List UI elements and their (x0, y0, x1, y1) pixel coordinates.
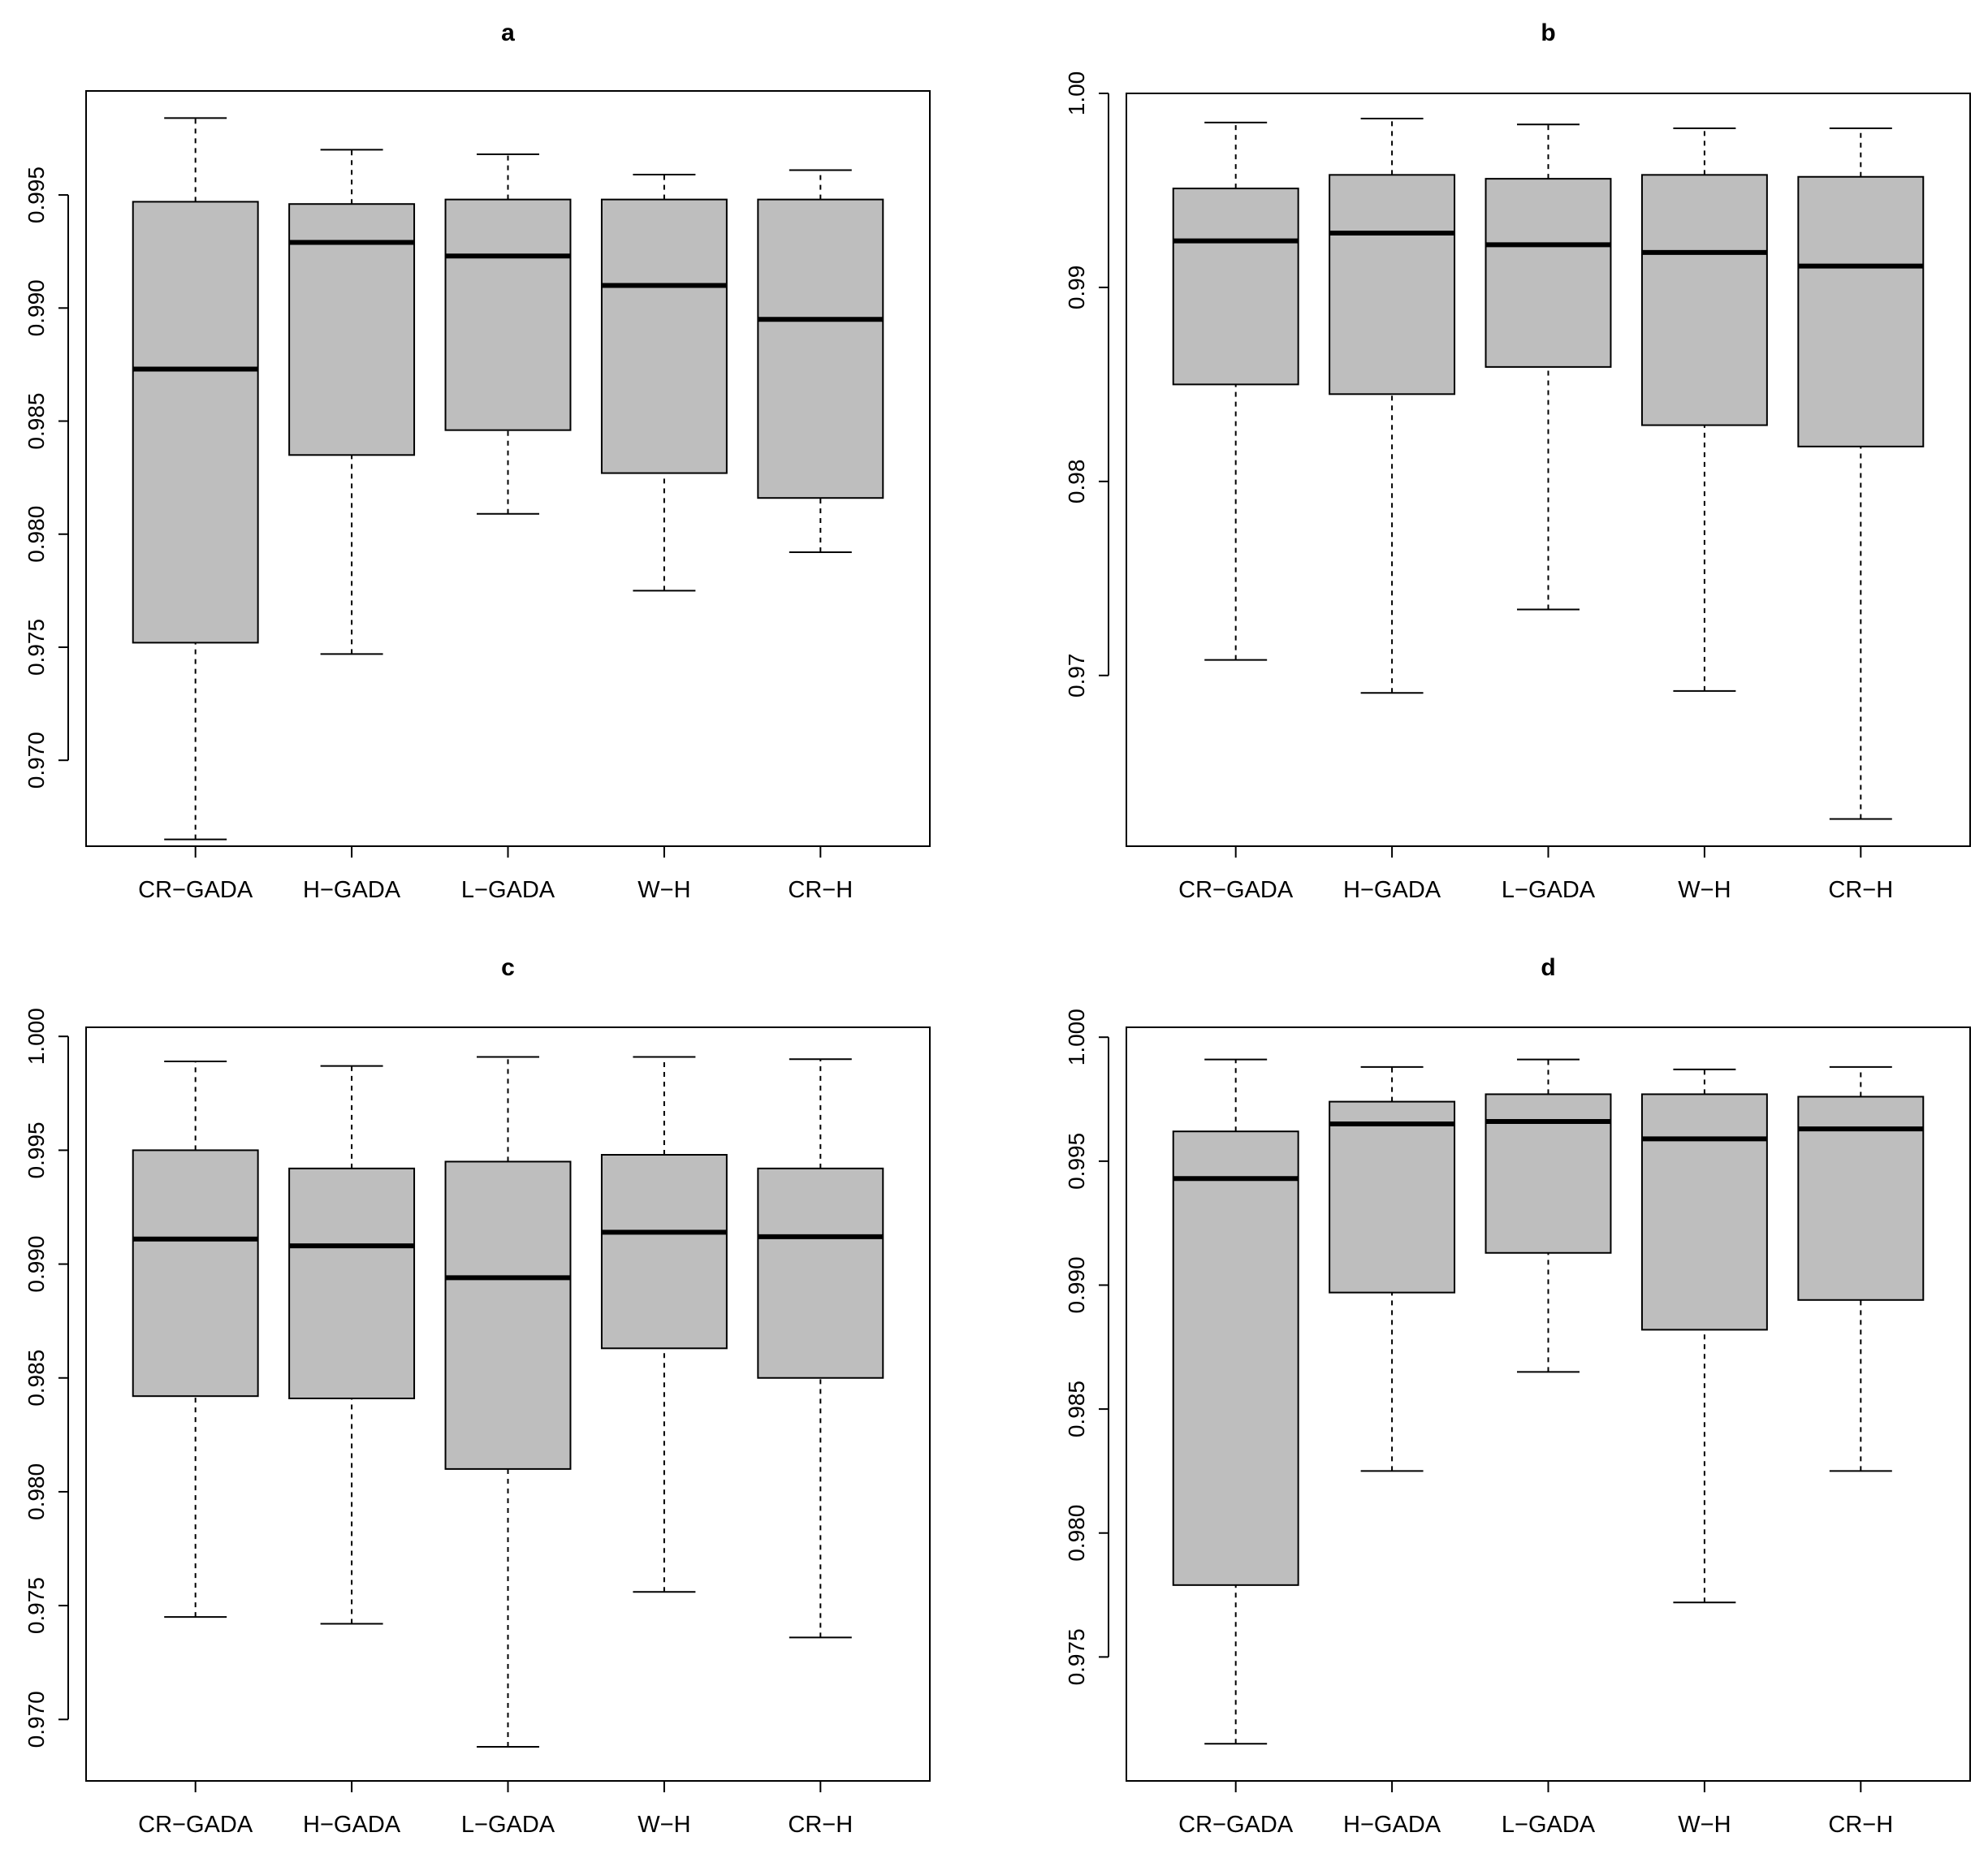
iqr-box (1485, 1093, 1612, 1254)
iqr-box (1172, 188, 1299, 386)
iqr-box (757, 1167, 884, 1379)
panel-c-box-l-gada (444, 1056, 572, 1748)
iqr-box (444, 198, 572, 431)
panel-c-box-w-h (600, 1056, 728, 1593)
panel-a-box-cr-gada (132, 117, 259, 841)
panel-c-x-tick-label: CR−GADA (138, 1812, 253, 1838)
iqr-box (1640, 1093, 1768, 1331)
panel-b-box-cr-h (1797, 127, 1925, 820)
panel-a-box-l-gada (444, 153, 572, 515)
iqr-box (288, 203, 416, 456)
panel-b-y-tick-label: 0.99 (1064, 266, 1089, 310)
panel-c-x-tick-label: L−GADA (461, 1812, 555, 1838)
panel-b-box-h-gada (1329, 118, 1456, 694)
panel-c-y-tick-label: 0.985 (24, 1350, 49, 1407)
panel-d-y-tick-label: 0.980 (1064, 1505, 1089, 1562)
panel-d-box-cr-h (1797, 1065, 1925, 1472)
panel-c-x-tick-label: H−GADA (303, 1812, 401, 1838)
panel-a-x-tick-label: H−GADA (303, 877, 401, 903)
panel-a-y-tick-label: 0.995 (24, 166, 49, 223)
panel-c-x-tick-label: W−H (637, 1812, 690, 1838)
panel-d-y-tick-label: 1.000 (1064, 1009, 1089, 1065)
panel-c: c 0.970 0.975 0.980 0.985 0.990 0.995 1.000 CR−G… (24, 954, 931, 1838)
panel-a-title: a (501, 19, 515, 46)
panel-a-y-tick-label: 0.975 (24, 619, 49, 676)
panel-c-y-tick-label: 0.995 (24, 1121, 49, 1178)
iqr-box (600, 198, 728, 474)
panel-a-x-tick-label: CR−H (788, 877, 853, 903)
panel-b-x-tick-label: CR−H (1828, 877, 1893, 903)
iqr-box (1485, 178, 1612, 368)
panel-d-x-tick-label: L−GADA (1502, 1812, 1596, 1838)
panel-c-y-tick-label: 0.990 (24, 1236, 49, 1293)
panel-d-box-cr-gada (1172, 1058, 1299, 1745)
panel-a: a 0.970 0.975 0.980 0.985 0.990 0.995 CR−GADA H−… (24, 19, 931, 903)
iqr-box (1329, 1100, 1456, 1294)
panel-a-y-tick-label: 0.970 (24, 732, 49, 789)
panel-c-y-tick-label: 1.000 (24, 1008, 49, 1065)
panel-b-box-w-h (1640, 127, 1768, 692)
panel-b-x-tick-label: H−GADA (1343, 877, 1441, 903)
panel-c-x-tick-label: CR−H (788, 1812, 853, 1838)
panel-d: d 0.975 0.980 0.985 0.990 0.995 1.000 CR−GADA H−… (1064, 954, 1971, 1838)
panel-d-box-h-gada (1329, 1065, 1456, 1472)
panel-c-title: c (501, 954, 515, 981)
panel-d-x-tick-label: W−H (1678, 1812, 1731, 1838)
panel-d-y-tick-label: 0.975 (1064, 1628, 1089, 1685)
panel-d-box-w-h (1640, 1068, 1768, 1604)
panel-d-x-tick-label: CR−GADA (1178, 1812, 1294, 1838)
panel-a-x-tick-label: CR−GADA (138, 877, 253, 903)
panel-d-y-tick-label: 0.985 (1064, 1381, 1089, 1437)
panel-b-x-tick-label: CR−GADA (1178, 877, 1294, 903)
iqr-box (1640, 174, 1768, 426)
panel-b-x-tick-label: L−GADA (1502, 877, 1596, 903)
panel-b-y-tick-label: 1.00 (1064, 71, 1089, 116)
panel-a-y-tick-label: 0.980 (24, 506, 49, 563)
panel-b-box-cr-gada (1172, 121, 1299, 661)
panel-b-x-tick-label: W−H (1678, 877, 1731, 903)
panel-d-title: d (1541, 954, 1555, 981)
panel-b: b 0.97 0.98 0.99 1.00 CR−GADA H−GADA L−GADA W−H C… (1064, 19, 1971, 903)
panel-b-y-tick-label: 0.98 (1064, 460, 1089, 504)
panel-d-box-l-gada (1485, 1058, 1612, 1373)
panel-a-box-cr-h (757, 169, 884, 554)
panel-d-y-tick-label: 0.995 (1064, 1133, 1089, 1190)
iqr-box (288, 1167, 416, 1399)
iqr-box (757, 198, 884, 499)
iqr-box (600, 1154, 728, 1350)
panel-d-x-tick-label: H−GADA (1343, 1812, 1441, 1838)
panel-a-box-w-h (600, 174, 728, 592)
panel-d-y-tick-label: 0.990 (1064, 1256, 1089, 1313)
iqr-box (132, 1149, 259, 1398)
panel-b-box-l-gada (1485, 123, 1612, 611)
panel-c-box-cr-h (757, 1058, 884, 1639)
panel-a-x-tick-label: L−GADA (461, 877, 555, 903)
iqr-box (1797, 175, 1925, 447)
panel-c-y-tick-label: 0.970 (24, 1691, 49, 1748)
panel-c-y-tick-label: 0.980 (24, 1463, 49, 1520)
iqr-box (132, 201, 259, 644)
panel-a-box-h-gada (288, 149, 416, 655)
iqr-box (1172, 1130, 1299, 1586)
iqr-box (444, 1160, 572, 1470)
panel-a-y-tick-label: 0.985 (24, 392, 49, 449)
panel-a-y-tick-label: 0.990 (24, 279, 49, 336)
panel-b-y-tick-label: 0.97 (1064, 654, 1089, 698)
panel-b-title: b (1541, 19, 1555, 46)
panel-c-box-cr-gada (132, 1061, 259, 1618)
panel-a-x-tick-label: W−H (637, 877, 690, 903)
panel-c-box-h-gada (288, 1065, 416, 1625)
panel-d-x-tick-label: CR−H (1828, 1812, 1893, 1838)
panel-c-y-tick-label: 0.975 (24, 1577, 49, 1634)
iqr-box (1329, 174, 1456, 395)
